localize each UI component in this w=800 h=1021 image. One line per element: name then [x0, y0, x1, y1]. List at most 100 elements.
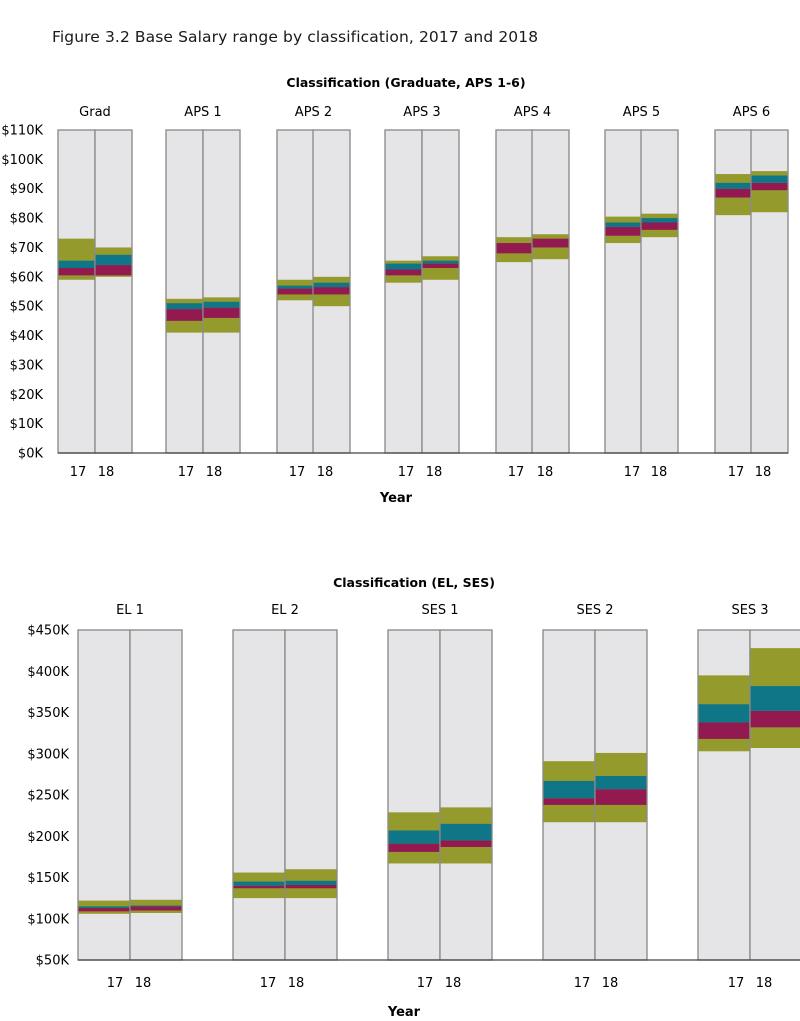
- upper-band: [95, 254, 132, 266]
- group-label: Grad: [79, 105, 111, 120]
- lower-band: [750, 710, 800, 728]
- upper-band: [130, 905, 182, 907]
- chart-title: Classification (Graduate, APS 1-6): [286, 75, 525, 90]
- group-label: EL 2: [271, 603, 299, 618]
- year-label: 17: [508, 465, 525, 480]
- upper-band: [78, 906, 130, 909]
- year-label: 18: [537, 465, 554, 480]
- y-tick-label: $40K: [10, 329, 44, 344]
- y-tick-label: $100K: [27, 912, 69, 927]
- y-tick-label: $110K: [1, 124, 43, 139]
- group-label: APS 1: [184, 105, 221, 120]
- y-tick-label: $300K: [27, 747, 69, 762]
- lower-band: [543, 798, 595, 805]
- upper-band: [166, 303, 203, 310]
- y-tick-label: $0K: [18, 447, 44, 462]
- lower-band: [532, 238, 569, 248]
- bar-background: [232, 629, 286, 961]
- bar-background: [384, 129, 423, 454]
- year-label: 17: [178, 465, 195, 480]
- lower-band: [78, 908, 130, 912]
- figure-title: Figure 3.2 Base Salary range by classifi…: [52, 28, 539, 46]
- lower-band: [166, 309, 203, 321]
- bar-background: [387, 629, 441, 961]
- upper-band: [440, 823, 492, 841]
- year-label: 18: [135, 976, 152, 991]
- group-label: SES 2: [576, 603, 613, 618]
- upper-band: [641, 218, 678, 223]
- y-tick-label: $70K: [10, 241, 44, 256]
- upper-band: [698, 704, 750, 723]
- group-label: APS 2: [295, 105, 332, 120]
- bar-background: [495, 129, 534, 454]
- y-tick-label: $400K: [27, 665, 69, 680]
- y-tick-label: $50K: [36, 954, 70, 969]
- bar-background: [57, 129, 96, 454]
- year-label: 17: [574, 976, 591, 991]
- lower-band: [751, 182, 788, 191]
- chart-title: Classification (EL, SES): [333, 575, 495, 590]
- upper-band: [58, 260, 95, 269]
- lower-band: [595, 789, 647, 805]
- year-label: 18: [206, 465, 223, 480]
- group-label: SES 1: [421, 603, 458, 618]
- upper-band: [605, 222, 642, 227]
- upper-band: [385, 263, 422, 270]
- upper-band: [203, 301, 240, 308]
- bar-background: [640, 129, 679, 454]
- lower-band: [388, 843, 440, 852]
- upper-band: [313, 282, 350, 288]
- year-label: 17: [417, 976, 434, 991]
- group-label: APS 5: [623, 105, 660, 120]
- year-label: 18: [651, 465, 668, 480]
- x-axis-title: Year: [387, 1005, 421, 1020]
- year-label: 18: [445, 976, 462, 991]
- year-label: 18: [98, 465, 115, 480]
- lower-band: [605, 226, 642, 236]
- year-label: 17: [289, 465, 306, 480]
- y-tick-label: $100K: [1, 153, 43, 168]
- lower-band: [698, 722, 750, 739]
- group-label: EL 1: [116, 603, 144, 618]
- lower-band: [58, 268, 95, 276]
- bar-background: [202, 129, 241, 454]
- bar-background: [421, 129, 460, 454]
- upper-band: [277, 285, 314, 289]
- lower-band: [95, 265, 132, 276]
- bar-background: [531, 129, 570, 454]
- year-label: 18: [288, 976, 305, 991]
- y-tick-label: $450K: [27, 624, 69, 639]
- group-label: SES 3: [731, 603, 768, 618]
- lower-band: [313, 287, 350, 295]
- lower-band: [233, 885, 285, 889]
- bar-background: [94, 129, 133, 454]
- group-label: APS 4: [514, 105, 551, 120]
- y-tick-label: $60K: [10, 270, 44, 285]
- y-tick-label: $80K: [10, 212, 44, 227]
- year-label: 17: [260, 976, 277, 991]
- lower-band: [385, 269, 422, 276]
- year-label: 17: [624, 465, 641, 480]
- year-label: 18: [426, 465, 443, 480]
- y-tick-label: $350K: [27, 706, 69, 721]
- lower-band: [277, 288, 314, 295]
- year-label: 17: [728, 465, 745, 480]
- bar-background: [439, 629, 493, 961]
- year-label: 18: [755, 465, 772, 480]
- y-tick-label: $150K: [27, 871, 69, 886]
- lower-band: [422, 263, 459, 269]
- upper-band: [543, 780, 595, 799]
- group-label: APS 6: [733, 105, 770, 120]
- y-tick-label: $250K: [27, 789, 69, 804]
- upper-band: [285, 880, 337, 885]
- upper-band: [233, 881, 285, 886]
- y-tick-label: $200K: [27, 830, 69, 845]
- upper-band: [595, 776, 647, 790]
- bar-background: [284, 629, 338, 961]
- year-label: 17: [70, 465, 87, 480]
- lower-band: [203, 307, 240, 318]
- y-tick-label: $50K: [10, 300, 44, 315]
- upper-band: [715, 182, 752, 189]
- bar-background: [165, 129, 204, 454]
